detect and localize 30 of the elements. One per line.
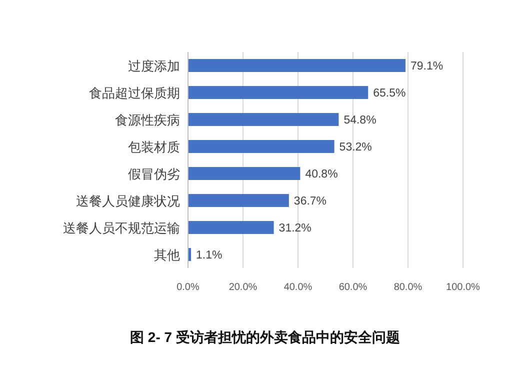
x-tick-label: 20.0% bbox=[228, 282, 258, 293]
x-tick-label: 40.0% bbox=[284, 282, 312, 293]
data-label: 54.8% bbox=[344, 114, 376, 126]
y-tick-label: 送餐人员健康状况 bbox=[76, 194, 180, 208]
bar bbox=[188, 167, 300, 180]
x-tick-label: 60.0% bbox=[338, 282, 368, 293]
bar bbox=[188, 194, 289, 207]
y-tick-label: 其他 bbox=[154, 248, 180, 262]
y-tick-label: 食源性疾病 bbox=[115, 112, 180, 128]
x-tick-label: 80.0% bbox=[394, 282, 422, 293]
data-label: 36.7% bbox=[294, 196, 327, 208]
bar bbox=[188, 86, 368, 99]
y-tick-label: 过度添加 bbox=[128, 58, 180, 74]
x-tick-label: 0.0% bbox=[176, 282, 200, 293]
x-tick-label: 100.0% bbox=[446, 282, 480, 293]
y-tick-label: 食品超过保质期 bbox=[89, 86, 180, 100]
data-label: 79.1% bbox=[410, 60, 444, 72]
data-label: 31.2% bbox=[278, 222, 312, 234]
y-tick-label: 送餐人员不规范运输 bbox=[63, 220, 180, 236]
data-label: 1.1% bbox=[196, 250, 222, 262]
bar bbox=[188, 221, 274, 234]
data-label: 65.5% bbox=[373, 88, 406, 100]
y-tick-label: 假冒伪劣 bbox=[128, 166, 180, 182]
y-tick-label: 包装材质 bbox=[128, 140, 180, 154]
data-label: 53.2% bbox=[339, 142, 372, 154]
bar bbox=[188, 140, 334, 153]
text: 图 2- 7 受访者担忧的外卖食品中的安全问题 bbox=[130, 329, 400, 345]
data-label: 40.8% bbox=[305, 168, 338, 180]
bar bbox=[188, 59, 406, 72]
bar bbox=[188, 113, 339, 126]
